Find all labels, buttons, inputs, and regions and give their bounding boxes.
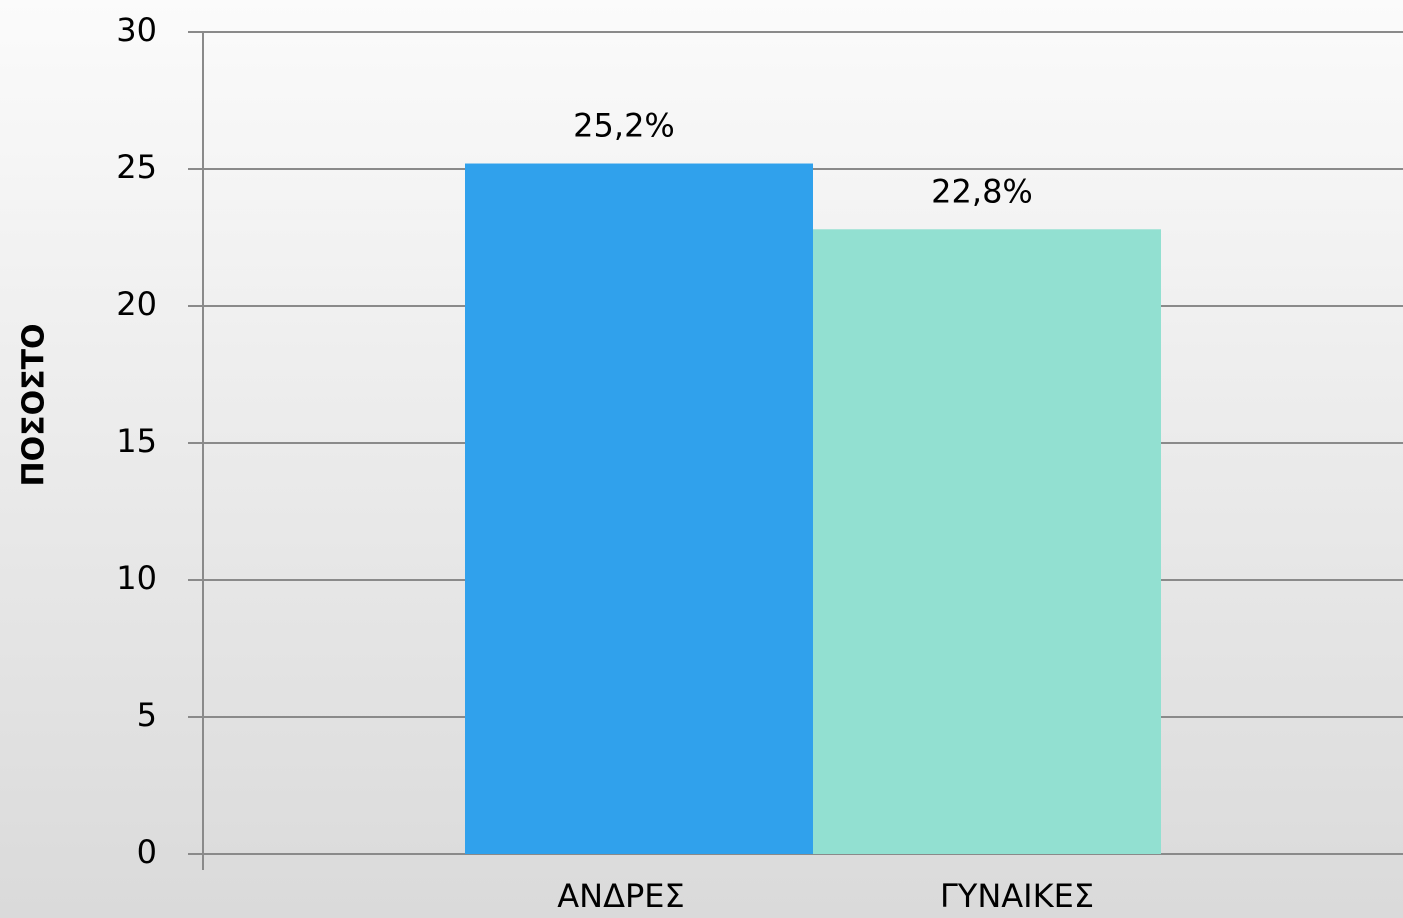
data-label: 25,2% — [573, 107, 675, 145]
y-tick-label: 25 — [116, 148, 157, 186]
y-axis-title: ΠΟΣΟΣΤΟ — [17, 323, 52, 486]
y-tick-label: 0 — [137, 833, 157, 871]
y-tick-label: 30 — [116, 11, 157, 49]
data-label: 22,8% — [931, 172, 1033, 210]
bar — [465, 163, 813, 854]
y-tick-label: 15 — [116, 422, 157, 460]
y-tick-label: 20 — [116, 285, 157, 323]
x-tick-label: ΑΝΔΡΕΣ — [557, 877, 684, 915]
bar — [813, 229, 1161, 854]
x-tick-label: ΓΥΝΑΙΚΕΣ — [940, 877, 1094, 915]
y-tick-label: 5 — [137, 696, 157, 734]
y-tick-label: 10 — [116, 559, 157, 597]
